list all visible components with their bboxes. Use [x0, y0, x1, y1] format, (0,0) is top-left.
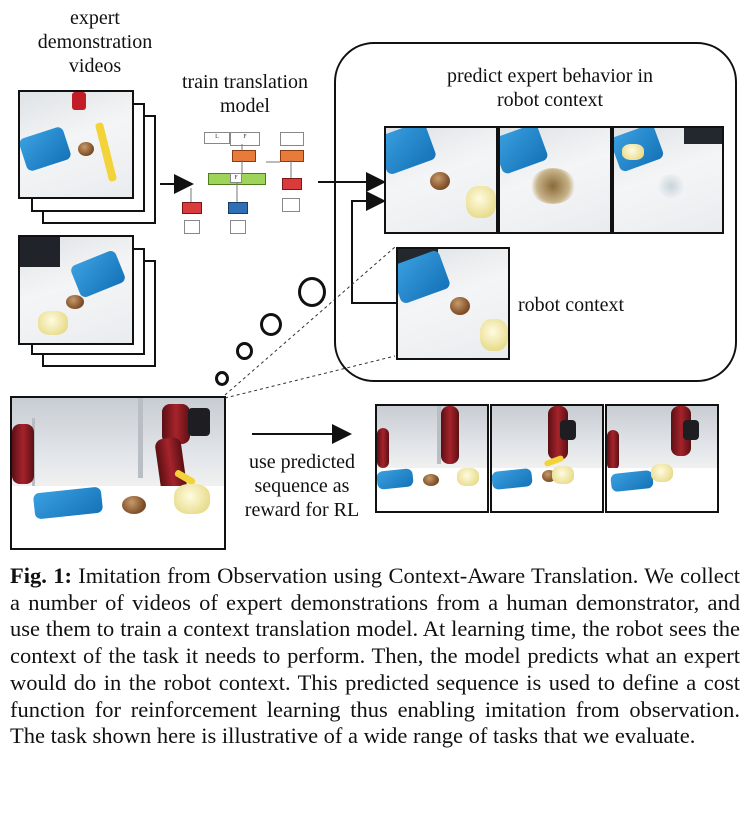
predicted-frame-1 — [384, 126, 498, 234]
reward-label: use predicted sequence as reward for RL — [232, 450, 372, 522]
expert-video-frame-1 — [18, 90, 134, 199]
expert-video-frame-2 — [18, 235, 134, 345]
thought-bubble-large — [298, 277, 326, 307]
robot-context-frame — [396, 247, 510, 360]
thought-bubble-tiny — [215, 371, 229, 386]
figure-label: Fig. 1: — [10, 563, 72, 588]
train-model-label-line1: train translation — [181, 71, 309, 93]
caption-text: Imitation from Observation using Context… — [10, 563, 740, 749]
expert-videos-label-line3: videos — [68, 55, 122, 77]
thought-bubble-medium — [260, 313, 282, 336]
robot-scene-image — [10, 396, 226, 550]
predicted-frame-2 — [498, 126, 612, 234]
thought-bubble-small — [236, 342, 253, 360]
expert-videos-label: expert demonstration videos — [20, 6, 170, 78]
rl-frame-1 — [375, 404, 489, 513]
expert-videos-label-line1: expert — [70, 7, 120, 29]
encoder-blue-block — [228, 202, 248, 214]
encoder-red-block — [182, 202, 202, 214]
expert-videos-label-line2: demonstration — [37, 31, 153, 53]
translation-model-diagram: L F F — [176, 128, 330, 236]
train-model-label: train translation model — [160, 70, 330, 118]
rl-frame-2 — [490, 404, 604, 513]
reward-label-line3: reward for RL — [244, 499, 360, 521]
reward-label-line2: sequence as — [254, 475, 350, 497]
arrow-context-to-prediction — [351, 191, 398, 304]
train-model-label-line2: model — [220, 95, 270, 117]
predict-label-line1: predict expert behavior in — [446, 65, 654, 87]
reward-label-line1: use predicted — [248, 451, 356, 473]
prediction-panel — [334, 42, 737, 382]
robot-context-label: robot context — [518, 294, 625, 316]
figure-caption: Fig. 1: Imitation from Observation using… — [10, 563, 740, 750]
predict-label-line2: robot context — [496, 89, 604, 111]
predict-label: predict expert behavior in robot context — [395, 64, 705, 112]
zoom-line-top — [224, 246, 396, 396]
predicted-frame-3 — [612, 126, 724, 234]
rl-frame-3 — [605, 404, 719, 513]
decoder-block — [232, 150, 256, 162]
